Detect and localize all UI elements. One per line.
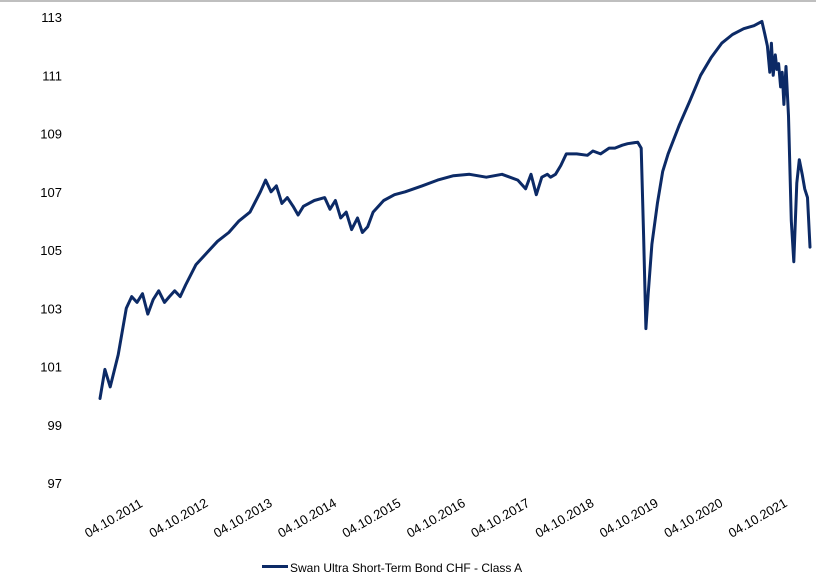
y-tick-label: 107 (40, 185, 62, 200)
x-tick-label: 04.10.2011 (82, 496, 145, 541)
y-tick-label: 99 (48, 418, 62, 433)
y-tick-label: 101 (40, 360, 62, 375)
x-axis-ticks: 04.10.2011 04.10.2012 04.10.2013 04.10.2014… (82, 495, 790, 541)
y-tick-label: 109 (40, 127, 62, 142)
x-tick-label: 04.10.2019 (597, 495, 661, 541)
y-axis-ticks: 97 99 101 103 105 107 109 111 113 (40, 10, 62, 491)
legend-swatch (262, 565, 288, 569)
x-tick-label: 04.10.2017 (468, 495, 532, 541)
y-tick-label: 105 (40, 243, 62, 258)
series-line (98, 19, 812, 400)
y-tick-label: 97 (48, 476, 62, 491)
x-tick-label: 04.10.2012 (146, 495, 210, 541)
legend: Swan Ultra Short-Term Bond CHF - Class A (262, 561, 522, 575)
x-tick-label: 04.10.2021 (726, 495, 790, 541)
x-tick-label: 04.10.2014 (275, 495, 339, 541)
x-tick-label: 04.10.2013 (211, 495, 275, 541)
x-tick-label: 04.10.2020 (661, 495, 725, 541)
x-tick-label: 04.10.2016 (404, 495, 468, 541)
x-tick-label: 04.10.2015 (339, 495, 403, 541)
y-tick-label: 113 (41, 10, 62, 25)
x-tick-label: 04.10.2018 (533, 495, 597, 541)
y-tick-label: 103 (40, 301, 62, 316)
y-tick-label: 111 (42, 68, 62, 83)
legend-label: Swan Ultra Short-Term Bond CHF - Class A (290, 561, 523, 575)
